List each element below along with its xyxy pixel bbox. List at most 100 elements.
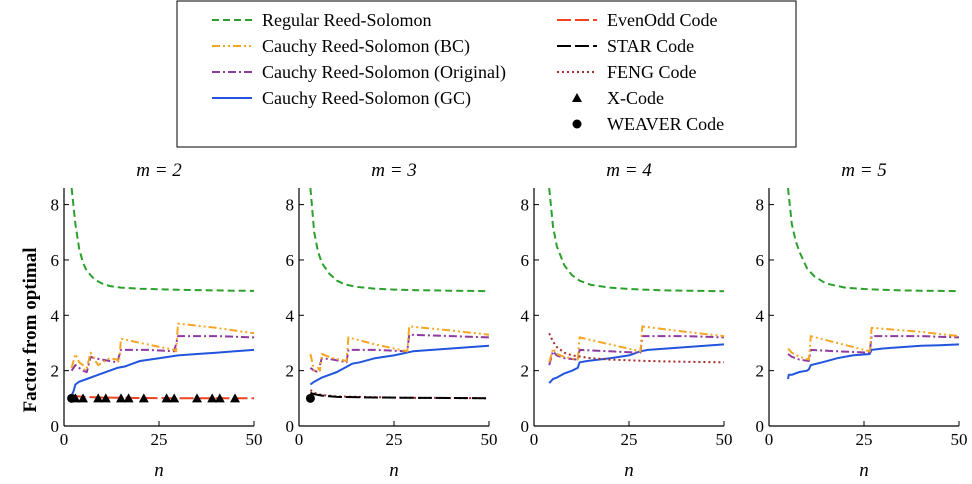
data-point: [230, 393, 240, 403]
y-tick-label: 0: [756, 417, 765, 436]
panel-m-4: m = 4 0 2 4 6 8 0 25 50 n: [521, 160, 733, 481]
series-cauchy-reed-solomon-gc: [309, 344, 490, 386]
y-tick-label: 4: [756, 306, 765, 325]
x-tick-label: 50: [246, 430, 263, 449]
series-x-code: [70, 393, 240, 403]
y-tick-label: 4: [51, 306, 60, 325]
legend-item-evenodd-code: EvenOdd Code: [557, 10, 717, 30]
legend-label: X-Code: [607, 88, 664, 108]
series-regular-reed-solomon: [309, 187, 490, 293]
series-weaver-code: [67, 393, 77, 403]
y-tick-label: 0: [286, 417, 295, 436]
y-tick-label: 2: [756, 362, 765, 381]
series-cauchy-reed-solomon-original: [787, 335, 960, 362]
x-tick-label: 50: [716, 430, 733, 449]
data-point: [93, 393, 104, 403]
legend-label: Cauchy Reed-Solomon (Original): [262, 62, 506, 83]
y-tick-label: 6: [51, 251, 60, 270]
series-line: [548, 343, 725, 384]
series-cauchy-reed-solomon-gc: [70, 348, 255, 397]
panel-title: m = 3: [371, 160, 417, 181]
x-axis-label: n: [389, 460, 399, 481]
panel-title: m = 2: [136, 160, 182, 181]
series-line: [548, 335, 725, 366]
x-tick-label: 25: [386, 430, 403, 449]
data-point: [161, 393, 172, 403]
y-tick-label: 2: [51, 362, 60, 381]
data-point: [100, 393, 111, 403]
legend-item-cauchy-reed-solomon-gc: Cauchy Reed-Solomon (GC): [212, 88, 471, 109]
x-tick-label: 0: [765, 430, 774, 449]
y-tick-label: 6: [286, 251, 295, 270]
data-point: [116, 393, 126, 403]
data-point: [214, 393, 225, 403]
series-cauchy-reed-solomon-bc: [548, 325, 725, 363]
y-tick-label: 2: [286, 362, 295, 381]
data-point: [207, 393, 218, 403]
series-cauchy-reed-solomon-original: [70, 335, 255, 373]
data-point: [192, 393, 202, 403]
y-tick-label: 2: [521, 362, 530, 381]
legend-item-weaver-code: WEAVER Code: [572, 114, 724, 134]
legend-label: Regular Reed-Solomon: [262, 10, 431, 30]
series-line: [309, 333, 490, 373]
legend-item-feng-code: FENG Code: [557, 62, 697, 82]
series-regular-reed-solomon: [787, 187, 960, 293]
x-tick-label: 25: [621, 430, 638, 449]
series-line: [548, 332, 725, 364]
data-point: [138, 393, 149, 403]
series-cauchy-reed-solomon-gc: [787, 343, 960, 380]
series-line: [787, 343, 960, 380]
series-line: [309, 187, 490, 293]
y-tick-label: 4: [521, 306, 530, 325]
series-line: [548, 325, 725, 363]
y-tick-label: 8: [51, 196, 60, 215]
x-tick-label: 50: [951, 430, 968, 449]
x-tick-label: 50: [481, 430, 498, 449]
series-line: [309, 325, 490, 372]
y-tick-label: 8: [521, 196, 530, 215]
legend-marker: [572, 119, 582, 129]
legend-item-star-code: STAR Code: [557, 36, 694, 56]
x-tick-label: 25: [151, 430, 168, 449]
series-line: [787, 187, 960, 293]
series-cauchy-reed-solomon-original: [548, 335, 725, 366]
x-tick-label: 0: [295, 430, 304, 449]
series-line: [787, 335, 960, 362]
x-axis-label: n: [624, 460, 634, 481]
x-tick-label: 0: [60, 430, 69, 449]
legend-label: EvenOdd Code: [607, 10, 717, 30]
data-point: [67, 393, 77, 403]
data-point: [123, 393, 134, 403]
data-point: [78, 393, 88, 403]
series-regular-reed-solomon: [548, 187, 725, 293]
series-line: [310, 391, 490, 400]
series-weaver-code: [305, 393, 315, 403]
legend-label: WEAVER Code: [607, 114, 724, 134]
legend-label: FENG Code: [607, 62, 697, 82]
x-axis-label: n: [154, 460, 164, 481]
series-line: [787, 326, 960, 361]
series-line: [70, 335, 255, 373]
legend-item-cauchy-reed-solomon-bc: Cauchy Reed-Solomon (BC): [212, 36, 470, 57]
y-tick-label: 4: [286, 306, 295, 325]
series-line: [70, 187, 255, 292]
x-tick-label: 25: [856, 430, 873, 449]
x-tick-label: 0: [530, 430, 539, 449]
data-point: [169, 393, 180, 403]
legend-item-regular-reed-solomon: Regular Reed-Solomon: [212, 10, 431, 30]
y-tick-label: 6: [756, 251, 765, 270]
series-cauchy-reed-solomon-gc: [548, 343, 725, 384]
series-line: [70, 322, 255, 372]
legend-item-x-code: X-Code: [572, 88, 664, 108]
y-tick-label: 8: [286, 196, 295, 215]
y-tick-label: 0: [51, 417, 60, 436]
series-regular-reed-solomon: [70, 187, 255, 292]
panel-m-5: m = 5 0 2 4 6 8 0 25 50 n: [756, 160, 968, 481]
legend-label: Cauchy Reed-Solomon (BC): [262, 36, 470, 57]
panel-title: m = 4: [606, 160, 652, 181]
legend-label: Cauchy Reed-Solomon (GC): [262, 88, 471, 109]
series-line: [548, 187, 725, 293]
legend-frame: [176, 0, 797, 148]
